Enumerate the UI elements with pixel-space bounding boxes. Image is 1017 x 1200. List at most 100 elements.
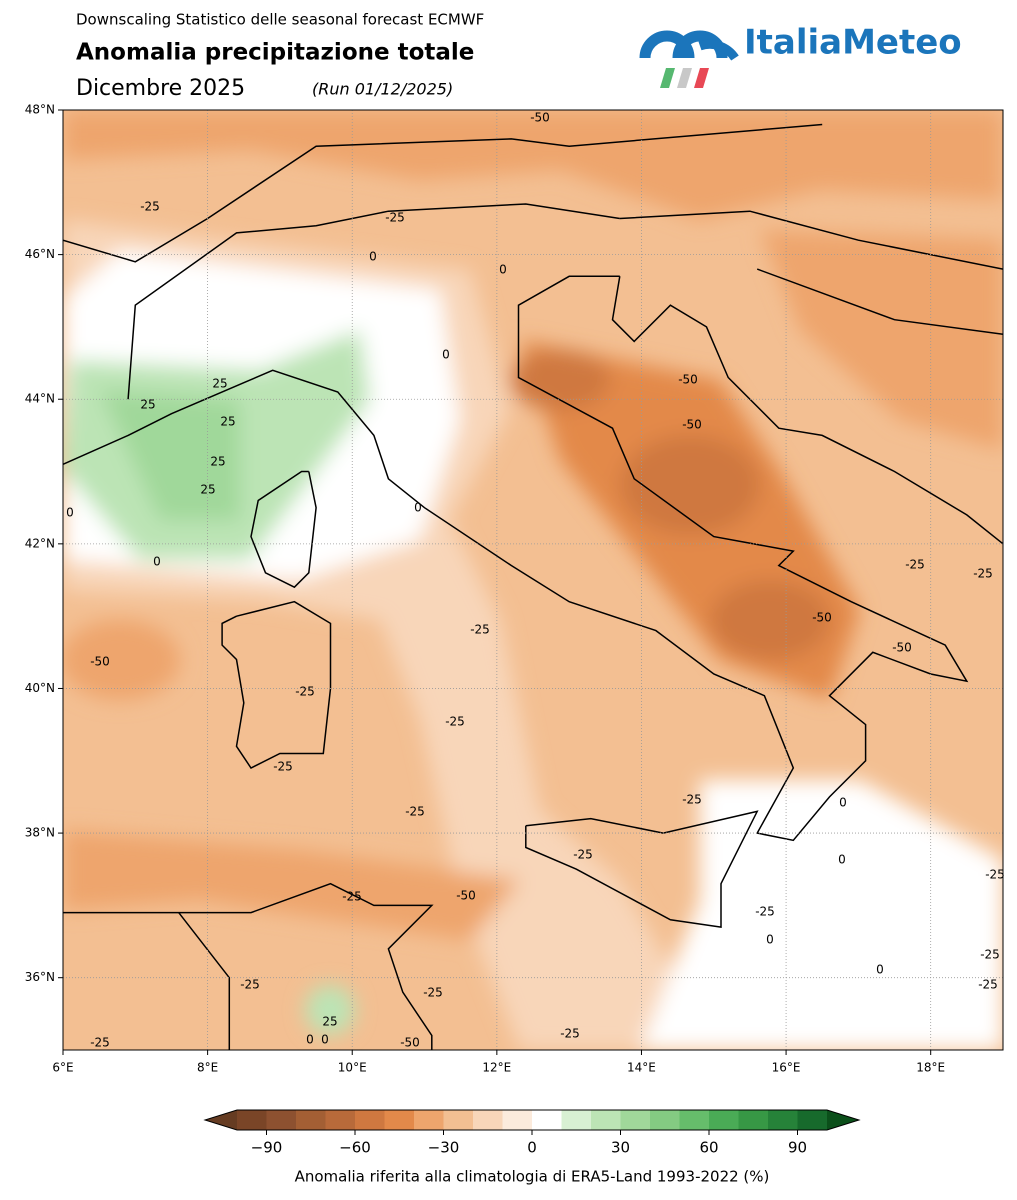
y-tick-label: 44°N bbox=[25, 392, 55, 406]
contour-label: 25 bbox=[322, 1015, 337, 1029]
contour-label: 0 bbox=[876, 963, 884, 977]
contour-label: 25 bbox=[220, 415, 235, 429]
colorbar-bin bbox=[620, 1110, 651, 1130]
contour-label: 0 bbox=[766, 933, 774, 947]
coastline bbox=[611, 276, 1003, 545]
contour-label: 0 bbox=[306, 1033, 314, 1047]
colorbar-bin bbox=[325, 1110, 356, 1130]
logo-stripe bbox=[677, 68, 692, 88]
colorbar-bin bbox=[768, 1110, 798, 1130]
field-patch bbox=[305, 985, 355, 1035]
coastline bbox=[221, 600, 332, 769]
contour-label: 0 bbox=[499, 263, 507, 277]
contour-label: 0 bbox=[839, 796, 847, 810]
logo-text: ItaliaMeteo bbox=[744, 23, 962, 63]
y-tick-label: 38°N bbox=[25, 826, 55, 840]
colorbar-tick-label: −30 bbox=[428, 1139, 460, 1157]
contour-label: -25 bbox=[273, 760, 293, 774]
colorbar-bin bbox=[797, 1110, 828, 1130]
colorbar-bin bbox=[532, 1110, 562, 1130]
logo-stripe bbox=[694, 68, 709, 88]
colorbar-bin bbox=[591, 1110, 621, 1130]
contour-label: -25 bbox=[755, 905, 775, 919]
x-tick-label: 14°E bbox=[627, 1061, 656, 1075]
coastline bbox=[250, 470, 317, 589]
contour-label: 0 bbox=[66, 506, 74, 520]
period: Dicembre 2025 bbox=[76, 76, 245, 101]
run: (Run 01/12/2025) bbox=[312, 80, 453, 99]
logo-stripe bbox=[660, 68, 675, 88]
coastline bbox=[63, 123, 823, 263]
colorbar-bin bbox=[650, 1110, 680, 1130]
contour-label: -25 bbox=[240, 978, 260, 992]
y-tick-label: 48°N bbox=[25, 103, 55, 117]
colorbar-bin bbox=[355, 1110, 385, 1130]
contour-label: -25 bbox=[385, 211, 405, 225]
contour-label: -50 bbox=[90, 655, 110, 669]
colorbar-under bbox=[205, 1110, 237, 1130]
field-patch bbox=[760, 230, 1003, 450]
coastline bbox=[127, 203, 620, 400]
colorbar-tick-label: −60 bbox=[339, 1139, 371, 1157]
contour-label: 0 bbox=[153, 555, 161, 569]
x-tick-label: 10°E bbox=[338, 1061, 367, 1075]
colorbar-bin bbox=[414, 1110, 444, 1130]
colorbar-tick-label: 0 bbox=[527, 1139, 537, 1157]
contour-label: 0 bbox=[369, 250, 377, 264]
coastline bbox=[525, 810, 759, 928]
colorbar-bin bbox=[473, 1110, 503, 1130]
colorbar-over bbox=[827, 1110, 859, 1130]
contour-label: -25 bbox=[295, 685, 315, 699]
colorbar-bin bbox=[266, 1110, 297, 1130]
colorbar-bin bbox=[738, 1110, 769, 1130]
contour-label: -25 bbox=[973, 567, 993, 581]
field-patch bbox=[510, 350, 610, 410]
field bbox=[63, 110, 1003, 1050]
colorbar-bin bbox=[237, 1110, 267, 1130]
field-patch bbox=[63, 110, 1003, 220]
contour-label: 0 bbox=[838, 853, 846, 867]
coastline bbox=[63, 275, 969, 842]
contour-label: -25 bbox=[90, 1036, 110, 1050]
subtitle: Downscaling Statistico delle seasonal fo… bbox=[76, 11, 484, 29]
contour-label: 25 bbox=[210, 455, 225, 469]
x-tick-label: 12°E bbox=[482, 1061, 511, 1075]
map-frame bbox=[62, 109, 1004, 1051]
coastline bbox=[178, 912, 231, 1050]
contour-label: -25 bbox=[405, 805, 425, 819]
contour-label: -25 bbox=[905, 558, 925, 572]
field-patch bbox=[620, 435, 760, 535]
contour-label: 25 bbox=[212, 377, 227, 391]
contour-label: 0 bbox=[442, 348, 450, 362]
colorbar-tick-label: 60 bbox=[699, 1139, 718, 1157]
field-patch bbox=[63, 620, 180, 700]
title: Anomalia precipitazione totale bbox=[76, 40, 474, 66]
colorbar-bin bbox=[709, 1110, 739, 1130]
coastline bbox=[756, 268, 1003, 335]
contour-label: 25 bbox=[200, 483, 215, 497]
colorbar-tick-label: 30 bbox=[611, 1139, 630, 1157]
colorbar-label: Anomalia riferita alla climatologia di E… bbox=[295, 1168, 770, 1186]
contour-label: -25 bbox=[682, 793, 702, 807]
colorbar-bin bbox=[384, 1110, 415, 1130]
y-tick-label: 46°N bbox=[25, 247, 55, 261]
y-tick-label: 40°N bbox=[25, 681, 55, 695]
y-tick-label: 36°N bbox=[25, 970, 55, 984]
contour-labels: -50 -25 -25 0 0 0 25 25 25 25 25 -50 -50 0 0 0 -25 -25 -25… bbox=[66, 111, 1005, 1050]
contour-label: -25 bbox=[423, 986, 443, 1000]
x-tick-label: 6°E bbox=[52, 1061, 73, 1075]
contour-label: -50 bbox=[530, 111, 550, 125]
logo-arc bbox=[639, 30, 695, 59]
contour-label: -25 bbox=[560, 1027, 580, 1041]
contour-label: -50 bbox=[892, 641, 912, 655]
logo: ItaliaMeteo bbox=[639, 23, 962, 88]
contour-label: -50 bbox=[400, 1036, 420, 1050]
contour-label: 0 bbox=[414, 501, 422, 515]
colorbar-tick-label: −90 bbox=[251, 1139, 283, 1157]
contour-label: -25 bbox=[445, 715, 465, 729]
x-tick-label: 8°E bbox=[197, 1061, 218, 1075]
contour-label: -25 bbox=[978, 978, 998, 992]
coastline bbox=[63, 882, 434, 1050]
colorbar-bin bbox=[296, 1110, 326, 1130]
